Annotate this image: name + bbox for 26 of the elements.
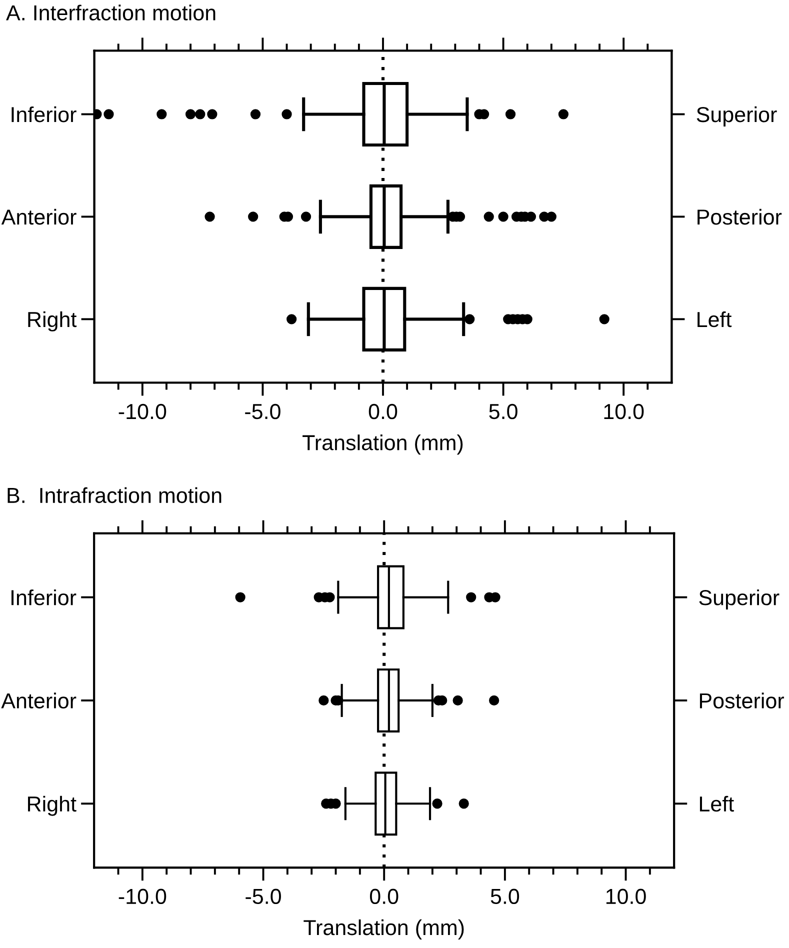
y2-tick-label: Superior: [699, 589, 780, 610]
y-tick-label: Inferior: [12, 589, 76, 606]
x-tick-label: 10.0: [606, 888, 646, 904]
x-axis-title: Translation (mm): [302, 434, 463, 455]
x-tick-label: 0.0: [370, 888, 398, 904]
y-tick-label: Anterior: [1, 208, 76, 225]
x-tick-label: 5.0: [490, 888, 520, 904]
y-tick-label: Right: [28, 796, 76, 816]
y2-tick-label: Left: [700, 796, 734, 812]
chart-title: A. Interfraction motion: [6, 4, 216, 20]
x-tick-label: 0.0: [368, 404, 398, 420]
x-axis-title: Translation (mm): [304, 919, 464, 940]
x-tick-label: 5.0: [489, 404, 518, 420]
y-tick-label: Anterior: [1, 692, 76, 708]
y-tick-label: Right: [28, 311, 77, 332]
chart-title: B. Intrafraction motion: [8, 487, 222, 504]
y-tick-label: Inferior: [12, 106, 76, 122]
y2-tick-label: Posterior: [698, 208, 782, 225]
y2-tick-label: Posterior: [700, 692, 784, 708]
x-tick-label: -10.0: [118, 404, 166, 420]
x-tick-label: -5.0: [246, 888, 281, 904]
x-tick-label: 10.0: [604, 404, 644, 420]
y2-tick-label: Superior: [696, 106, 777, 126]
x-tick-label: -10.0: [118, 888, 166, 904]
x-tick-label: -5.0: [245, 404, 280, 420]
y2-tick-label: Left: [698, 311, 732, 328]
